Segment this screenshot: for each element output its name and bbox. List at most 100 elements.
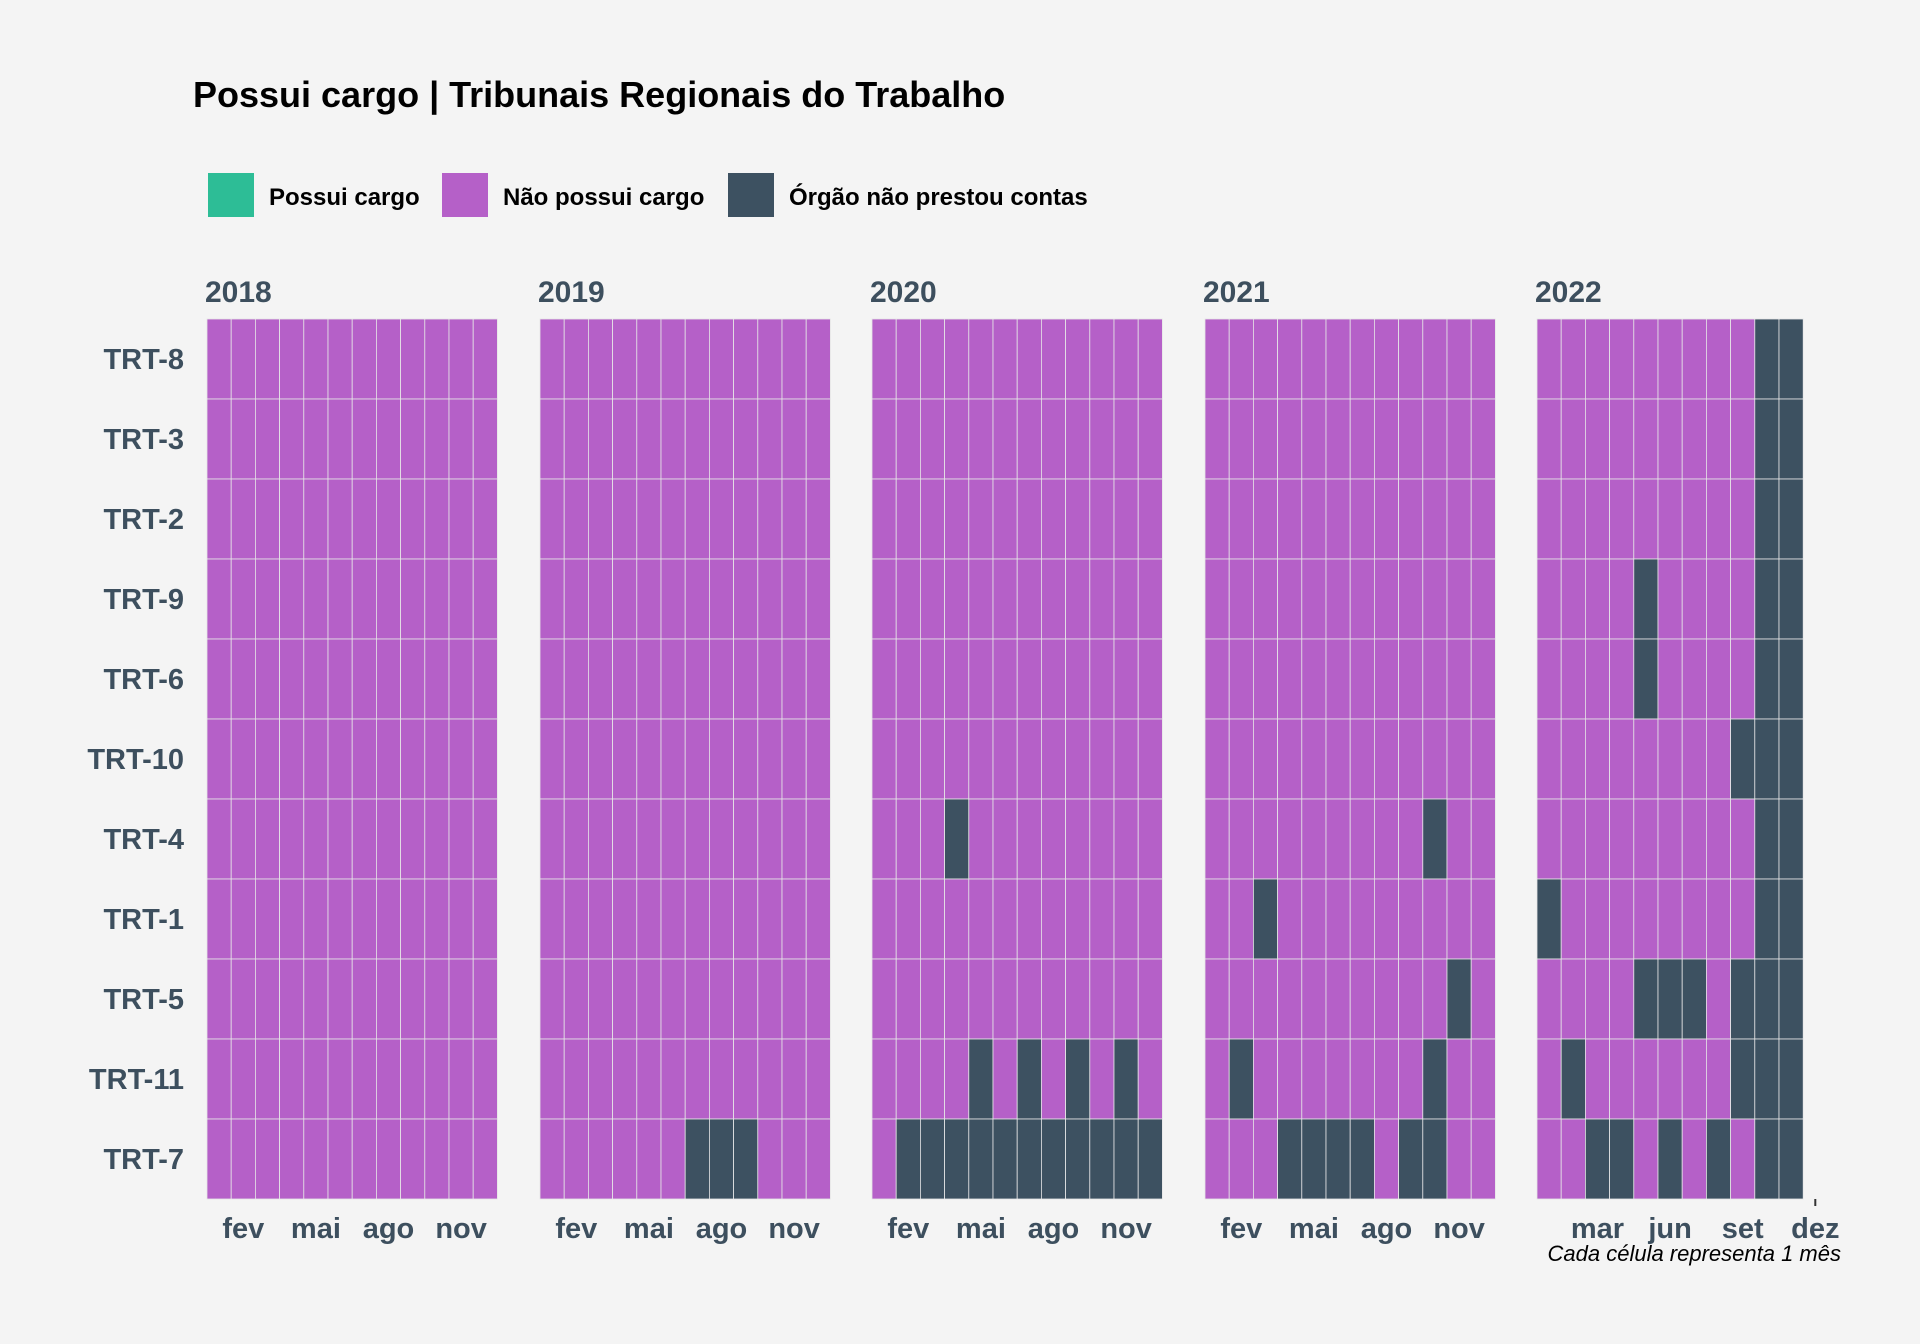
- cell-trt-2-2019-m1: [539, 478, 565, 560]
- cell-trt-11-2022-m2: [1560, 1038, 1586, 1120]
- cell-trt-9-2019-m6: [660, 558, 686, 640]
- cell-trt-7-2018-m3: [254, 1118, 280, 1200]
- cell-trt-9-2019-m2: [563, 558, 589, 640]
- cell-trt-2-2019-m6: [660, 478, 686, 560]
- cell-trt-2-2020-m1: [871, 478, 897, 560]
- facet-label-2018: 2018: [205, 276, 272, 309]
- cell-trt-2-2019-m12: [805, 478, 831, 560]
- cell-trt-8-2021-m10: [1422, 318, 1448, 400]
- cell-trt-6-2020-m8: [1041, 638, 1067, 720]
- cell-trt-7-2018-m9: [400, 1118, 426, 1200]
- cell-trt-8-2022-m6: [1657, 318, 1683, 400]
- cell-trt-8-2018-m9: [400, 318, 426, 400]
- cell-trt-9-2021-m5: [1301, 558, 1327, 640]
- cell-trt-4-2020-m9: [1065, 798, 1091, 880]
- cell-trt-9-2019-m4: [612, 558, 638, 640]
- cell-trt-3-2021-m5: [1301, 398, 1327, 480]
- cell-trt-2-2022-m3: [1585, 478, 1611, 560]
- cell-trt-10-2020-m7: [1016, 718, 1042, 800]
- cell-trt-1-2018-m2: [230, 878, 256, 960]
- cell-trt-6-2018-m12: [472, 638, 498, 720]
- cell-trt-2-2018-m12: [472, 478, 498, 560]
- cell-trt-11-2021-m10: [1422, 1038, 1448, 1120]
- cell-trt-3-2022-m6: [1657, 398, 1683, 480]
- cell-trt-1-2020-m7: [1016, 878, 1042, 960]
- cell-trt-3-2019-m1: [539, 398, 565, 480]
- cell-trt-9-2018-m7: [351, 558, 377, 640]
- cell-trt-9-2020-m11: [1113, 558, 1139, 640]
- cell-trt-8-2018-m3: [254, 318, 280, 400]
- cell-trt-2-2018-m9: [400, 478, 426, 560]
- cell-trt-8-2021-m12: [1470, 318, 1496, 400]
- cell-trt-4-2018-m10: [424, 798, 450, 880]
- cell-trt-9-2020-m8: [1041, 558, 1067, 640]
- cell-trt-6-2022-m8: [1706, 638, 1732, 720]
- cell-trt-11-2019-m12: [805, 1038, 831, 1120]
- cell-trt-8-2021-m11: [1446, 318, 1472, 400]
- legend-label-possui-cargo: Possui cargo: [269, 184, 420, 211]
- cell-trt-11-2022-m8: [1706, 1038, 1732, 1120]
- cell-trt-11-2018-m10: [424, 1038, 450, 1120]
- cell-trt-1-2022-m4: [1609, 878, 1635, 960]
- cell-trt-1-2022-m3: [1585, 878, 1611, 960]
- cell-trt-11-2019-m1: [539, 1038, 565, 1120]
- cell-trt-7-2018-m8: [375, 1118, 401, 1200]
- cell-trt-9-2019-m1: [539, 558, 565, 640]
- cell-trt-11-2021-m9: [1398, 1038, 1424, 1120]
- cell-trt-3-2021-m10: [1422, 398, 1448, 480]
- cell-trt-2-2021-m3: [1253, 478, 1279, 560]
- cell-trt-11-2018-m5: [303, 1038, 329, 1120]
- cell-trt-4-2022-m6: [1657, 798, 1683, 880]
- cell-trt-5-2022-m11: [1778, 958, 1804, 1040]
- cell-trt-7-2021-m7: [1349, 1118, 1375, 1200]
- cell-trt-11-2018-m7: [351, 1038, 377, 1120]
- cell-trt-10-2020-m4: [944, 718, 970, 800]
- cell-trt-5-2020-m3: [920, 958, 946, 1040]
- cell-trt-5-2022-m4: [1609, 958, 1635, 1040]
- cell-trt-3-2019-m3: [588, 398, 614, 480]
- cell-trt-7-2020-m4: [944, 1118, 970, 1200]
- cell-trt-10-2019-m2: [563, 718, 589, 800]
- cell-trt-5-2018-m1: [206, 958, 232, 1040]
- cell-trt-9-2020-m2: [895, 558, 921, 640]
- cell-trt-2-2019-m5: [636, 478, 662, 560]
- cell-trt-4-2018-m11: [448, 798, 474, 880]
- cell-trt-8-2022-m10: [1754, 318, 1780, 400]
- panel-2022: 2022 mar jun set dez: [1535, 276, 1839, 1245]
- cell-trt-8-2018-m12: [472, 318, 498, 400]
- cell-trt-5-2020-m2: [895, 958, 921, 1040]
- cell-trt-11-2020-m11: [1113, 1038, 1139, 1120]
- cell-trt-1-2019-m3: [588, 878, 614, 960]
- cell-trt-6-2018-m2: [230, 638, 256, 720]
- cell-trt-7-2022-m4: [1609, 1118, 1635, 1200]
- x-tick-2019-mai: mai: [624, 1213, 674, 1245]
- cell-trt-4-2019-m2: [563, 798, 589, 880]
- cell-trt-5-2018-m3: [254, 958, 280, 1040]
- cell-trt-4-2022-m2: [1560, 798, 1586, 880]
- cell-trt-3-2019-m2: [563, 398, 589, 480]
- x-tick-2021-mai: mai: [1289, 1213, 1339, 1245]
- cell-trt-8-2019-m9: [733, 318, 759, 400]
- cell-trt-11-2019-m7: [684, 1038, 710, 1120]
- cell-trt-9-2022-m7: [1681, 558, 1707, 640]
- cell-trt-9-2021-m1: [1204, 558, 1230, 640]
- cell-trt-10-2018-m9: [400, 718, 426, 800]
- cell-trt-9-2018-m12: [472, 558, 498, 640]
- cell-trt-3-2019-m4: [612, 398, 638, 480]
- cell-trt-5-2018-m8: [375, 958, 401, 1040]
- cell-trt-2-2020-m11: [1113, 478, 1139, 560]
- cell-trt-6-2018-m6: [327, 638, 353, 720]
- x-tick-2018-fev: fev: [222, 1213, 264, 1245]
- cell-trt-1-2021-m2: [1228, 878, 1254, 960]
- cell-trt-11-2022-m5: [1633, 1038, 1659, 1120]
- cell-trt-1-2021-m9: [1398, 878, 1424, 960]
- cell-trt-10-2021-m12: [1470, 718, 1496, 800]
- cell-trt-4-2019-m5: [636, 798, 662, 880]
- cell-trt-9-2022-m11: [1778, 558, 1804, 640]
- legend-label-nao-possui-cargo: Não possui cargo: [503, 184, 704, 211]
- cell-trt-1-2022-m1: [1536, 878, 1562, 960]
- cell-trt-10-2021-m7: [1349, 718, 1375, 800]
- cell-trt-7-2019-m11: [781, 1118, 807, 1200]
- cell-trt-5-2020-m8: [1041, 958, 1067, 1040]
- cell-trt-2-2018-m11: [448, 478, 474, 560]
